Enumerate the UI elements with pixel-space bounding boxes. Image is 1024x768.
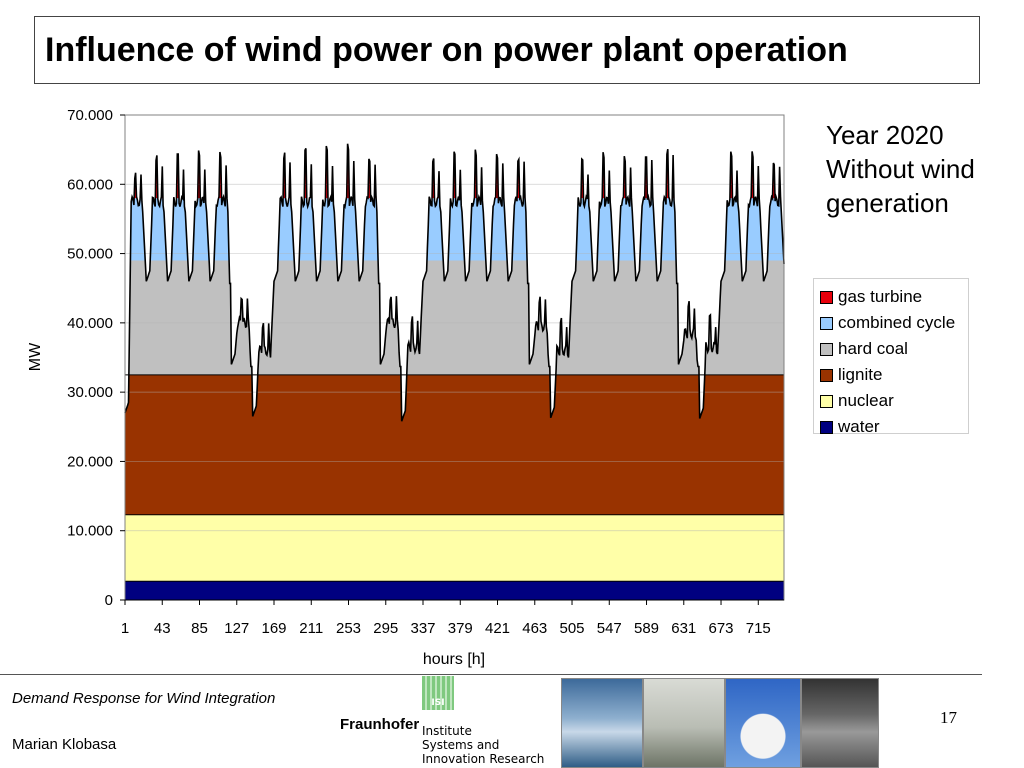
institute-name: Institute Systems and Innovation Researc…	[422, 724, 544, 766]
legend-item: combined cycle	[814, 310, 968, 336]
y-axis-label: MW	[27, 342, 44, 371]
y-tick-label: 50.000	[67, 246, 113, 263]
wind-turbines-photo	[561, 678, 643, 768]
y-tick-label: 70.000	[67, 107, 113, 124]
cooling-tower-photo	[725, 678, 801, 768]
x-tick-label: 127	[224, 620, 249, 637]
stacked-area-layer	[125, 143, 784, 600]
x-tick-label: 211	[299, 620, 323, 637]
y-tick-label: 20.000	[67, 453, 113, 470]
y-axis: 0 10.000 20.000 30.000 40.000 50.000 60.000 70.…	[67, 107, 125, 609]
legend-item: hard coal	[814, 336, 968, 362]
x-tick-label: 589	[634, 620, 659, 637]
legend-item: lignite	[814, 362, 968, 388]
x-tick-label: 463	[522, 620, 547, 637]
power-lines-photo	[643, 678, 725, 768]
area-nuclear	[125, 514, 784, 582]
institute-line: Systems and	[422, 738, 500, 752]
y-tick-label: 10.000	[67, 523, 113, 540]
x-tick-label: 505	[560, 620, 585, 637]
x-tick-label: 1	[121, 620, 129, 637]
scenario-annotation: Year 2020 Without wind generation	[826, 118, 975, 220]
generation-chart: 0 10.000 20.000 30.000 40.000 50.000 60.000 70.…	[27, 107, 785, 668]
x-axis: 1 43 85 127 169 211 253 295 337 379 421 463 505 547 58…	[121, 599, 784, 637]
legend-label: lignite	[838, 365, 883, 384]
logo-mark-text: ISI	[431, 698, 445, 708]
x-tick-label: 169	[261, 620, 286, 637]
area-combined-cycle	[125, 198, 784, 261]
x-tick-label: 547	[597, 620, 622, 637]
trading-floor-photo	[801, 678, 879, 768]
footer-divider	[0, 674, 982, 675]
demand-line	[124, 143, 785, 422]
legend-item: water	[814, 414, 968, 440]
area-lignite	[125, 374, 784, 515]
annotation-line-1: Year 2020	[826, 120, 944, 150]
x-tick-label: 337	[410, 620, 435, 637]
title-box: Influence of wind power on power plant o…	[34, 16, 980, 84]
area-hard-coal	[125, 260, 784, 375]
y-tick-label: 30.000	[67, 384, 113, 401]
legend-label: gas turbine	[838, 287, 923, 306]
x-tick-label: 85	[191, 620, 208, 637]
legend-swatch	[820, 342, 833, 356]
presentation-title: Demand Response for Wind Integration	[12, 690, 276, 707]
institute-line: Institute	[422, 724, 472, 738]
area-water	[125, 581, 784, 600]
annotation-line-3: generation	[826, 188, 949, 218]
legend-swatch	[820, 368, 833, 382]
x-tick-label: 253	[336, 620, 361, 637]
isi-logo-mark: ISI	[422, 676, 454, 710]
legend-label: nuclear	[838, 391, 894, 410]
legend-label: hard coal	[838, 339, 908, 358]
legend-label: water	[838, 417, 880, 436]
x-tick-label: 421	[485, 620, 510, 637]
legend-swatch	[820, 290, 833, 304]
y-tick-label: 40.000	[67, 315, 113, 332]
logo-wordmark: Fraunhofer	[340, 716, 420, 733]
x-tick-label: 673	[709, 620, 734, 637]
page-number: 17	[940, 708, 957, 727]
slide-title: Influence of wind power on power plant o…	[45, 31, 848, 69]
chart-legend: gas turbine combined cycle hard coal lig…	[813, 278, 969, 436]
annotation-line-2: Without wind	[826, 154, 975, 184]
x-tick-label: 631	[671, 620, 696, 637]
legend-label: combined cycle	[838, 313, 956, 332]
x-tick-label: 715	[746, 620, 771, 637]
x-tick-label: 379	[448, 620, 473, 637]
y-tick-label: 0	[105, 592, 113, 609]
x-tick-label: 43	[154, 620, 171, 637]
photo-strip	[561, 678, 879, 768]
institute-line: Innovation Research	[422, 752, 545, 766]
fraunhofer-logo: ISI Fraunhofer Institute Systems and Inn…	[340, 676, 544, 768]
legend-item: gas turbine	[814, 284, 968, 310]
author-name: Marian Klobasa	[12, 736, 117, 753]
legend-swatch	[820, 394, 833, 408]
legend-swatch	[820, 420, 833, 434]
y-tick-label: 60.000	[67, 176, 113, 193]
x-tick-label: 295	[373, 620, 398, 637]
legend-item: nuclear	[814, 388, 968, 414]
legend-swatch	[820, 316, 833, 330]
x-axis-label: hours [h]	[423, 651, 485, 668]
